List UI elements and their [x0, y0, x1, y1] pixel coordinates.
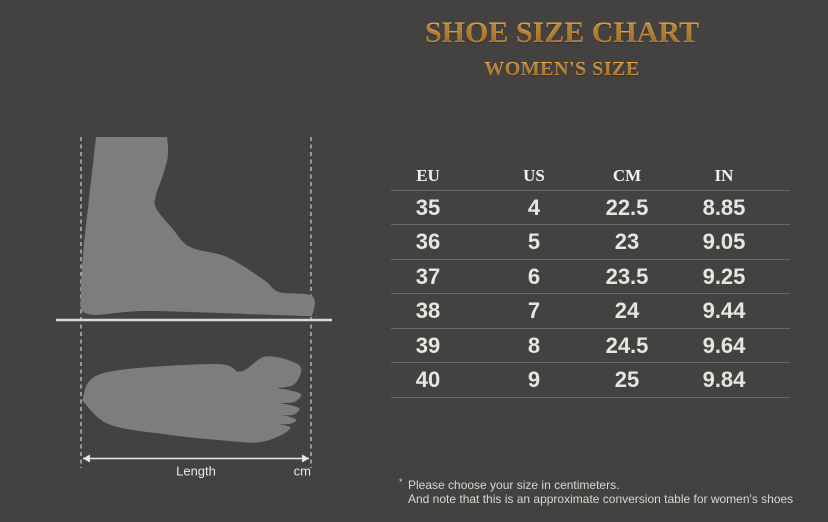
svg-text:Length: Length [176, 464, 216, 479]
svg-text:cm: cm [294, 464, 311, 479]
